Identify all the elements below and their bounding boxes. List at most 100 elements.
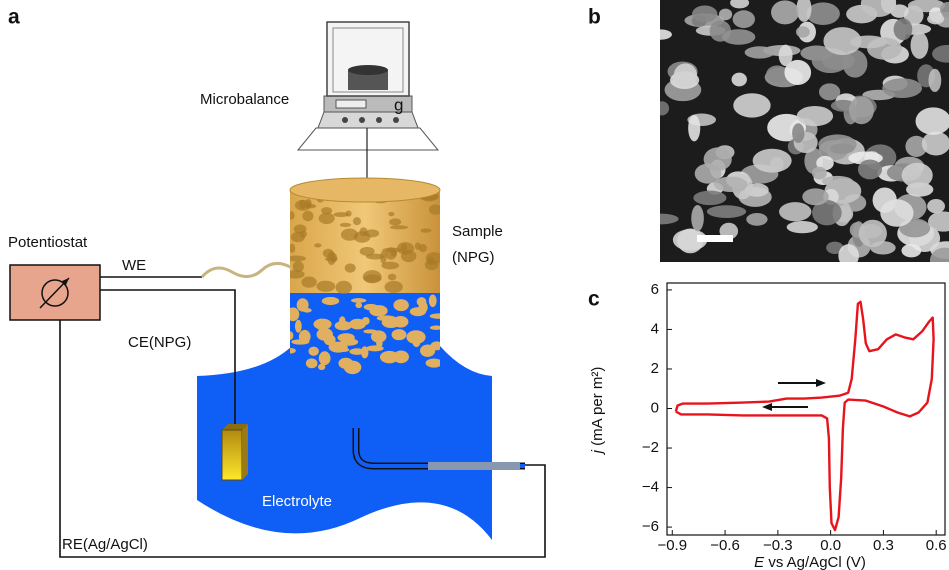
ref-tube-inner	[354, 428, 525, 468]
sem-ligament	[928, 68, 942, 92]
y-label-unit: (mA per m²)	[589, 367, 606, 446]
ligament	[429, 313, 440, 319]
y-tick-label: −4	[642, 479, 659, 496]
ligament	[296, 298, 309, 312]
ligament	[406, 330, 426, 345]
pore	[290, 211, 295, 220]
ligament	[313, 318, 332, 330]
balance-unit: g	[394, 95, 403, 114]
sem-ligament	[921, 131, 949, 156]
x-tick-label: 0.3	[873, 537, 894, 554]
pore	[384, 280, 403, 294]
sem-ligament	[811, 166, 827, 180]
sem-ligament	[901, 243, 922, 258]
pore	[420, 228, 432, 233]
ligament	[298, 329, 311, 344]
sem-ligament	[677, 228, 704, 254]
ligament	[393, 350, 409, 364]
ligament	[428, 294, 437, 308]
sem-ligament	[812, 200, 842, 226]
sem-ligament	[660, 213, 679, 225]
sem-ligament	[795, 26, 810, 38]
sem-ligament	[718, 8, 733, 21]
ce-side	[242, 424, 248, 480]
sem-ligament	[792, 123, 805, 143]
ligament	[337, 333, 355, 343]
pore	[380, 250, 387, 264]
ligament	[290, 331, 294, 340]
counter-electrode	[221, 429, 243, 481]
sem-ligament	[850, 35, 888, 49]
sem-ligament	[940, 2, 949, 18]
ligament	[328, 341, 348, 353]
pore	[389, 218, 402, 226]
x-label-unit: vs Ag/AgCl (V)	[768, 554, 866, 570]
pore	[340, 228, 359, 241]
sem-ligament	[796, 0, 812, 22]
y-label-symbol: j	[589, 449, 606, 455]
sem-ligament	[915, 107, 949, 135]
sem-ligament	[858, 219, 887, 248]
sem-ligament	[829, 143, 855, 154]
ligament	[418, 301, 428, 314]
sem-ligament	[857, 159, 883, 180]
sem-ligament	[823, 27, 862, 56]
x-tick-label: −0.3	[763, 537, 793, 554]
ligament	[338, 357, 354, 369]
sem-ligament	[842, 49, 868, 78]
pore	[429, 204, 440, 215]
microbalance	[296, 21, 440, 185]
sem-ligament	[731, 72, 747, 87]
pore	[385, 247, 397, 260]
scale-bar	[697, 235, 733, 242]
meter-arrowhead	[62, 278, 69, 285]
y-tick-label: −6	[642, 518, 659, 535]
pore	[359, 227, 368, 237]
ref-wire	[428, 462, 520, 470]
sem-ligament	[771, 0, 799, 25]
pore	[359, 246, 375, 256]
pore	[321, 207, 333, 215]
pore	[389, 225, 408, 230]
ligament	[393, 299, 409, 312]
sem-ligament	[673, 63, 698, 88]
x-label-symbol: E	[754, 554, 765, 570]
pore	[335, 280, 352, 295]
pore	[339, 222, 352, 228]
ligament	[361, 316, 370, 325]
cv-curve	[674, 300, 935, 532]
sem-ligament	[927, 199, 945, 214]
ligament	[366, 345, 384, 352]
sem-ligament	[660, 101, 670, 116]
pore	[414, 242, 421, 250]
pore	[344, 263, 356, 273]
y-tick-label: 2	[651, 360, 659, 377]
ligament	[321, 296, 340, 306]
ligament	[334, 321, 352, 331]
y-tick-label: −2	[642, 439, 659, 456]
ligament	[429, 325, 440, 330]
sem-ligament	[746, 212, 768, 226]
panel-label: a	[8, 6, 20, 29]
ligament	[349, 318, 366, 330]
sem-ligament	[818, 83, 841, 101]
sample-label: Sample	[452, 223, 503, 240]
pore	[301, 276, 317, 288]
ligament	[294, 319, 302, 333]
ligament	[430, 341, 440, 351]
pore	[381, 261, 400, 270]
sample	[289, 177, 441, 375]
sem-ligament	[838, 244, 859, 262]
sem-ligament	[722, 29, 756, 45]
pore	[333, 212, 349, 218]
sem-ligament	[744, 46, 775, 59]
pore	[318, 212, 335, 225]
pore	[424, 259, 439, 271]
sem-ligament	[927, 13, 945, 25]
x-axis-label: E vs Ag/AgCl (V)	[754, 554, 866, 570]
pore	[302, 210, 314, 222]
sem-ligament	[730, 0, 750, 9]
ligament	[369, 305, 388, 317]
pore	[352, 217, 362, 226]
we-label: WE	[122, 257, 146, 274]
